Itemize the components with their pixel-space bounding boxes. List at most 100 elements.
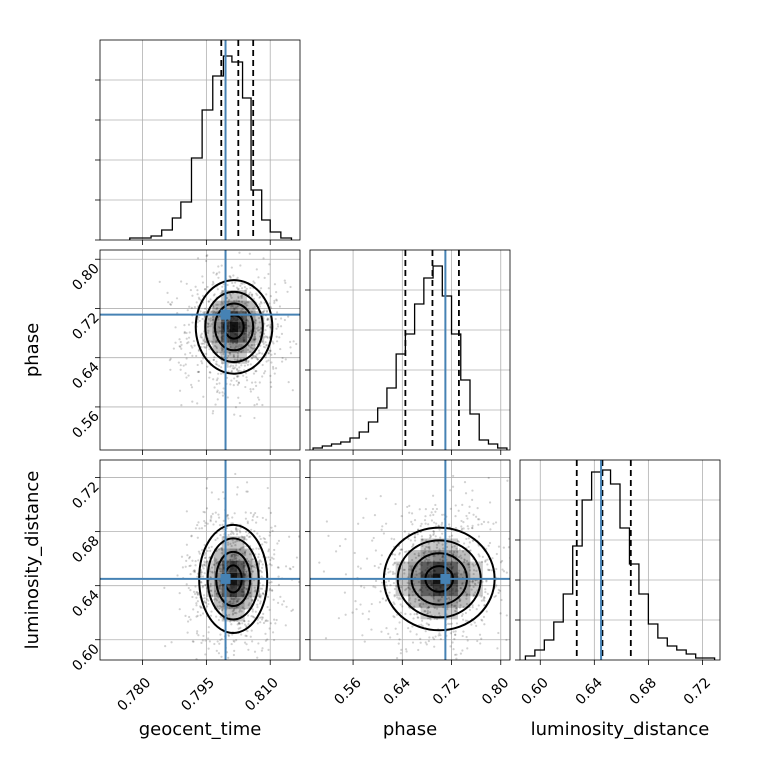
sample-point <box>427 523 430 526</box>
sample-point <box>215 562 218 565</box>
sample-point <box>264 370 267 373</box>
sample-point <box>510 569 512 571</box>
sample-point <box>185 510 188 513</box>
sample-point <box>274 525 277 528</box>
sample-point <box>209 325 212 328</box>
sample-point <box>184 353 187 356</box>
sample-point <box>399 603 402 606</box>
sample-point <box>258 328 261 332</box>
sample-point <box>245 643 248 646</box>
sample-point <box>190 534 193 537</box>
sample-point <box>212 294 215 297</box>
x-tick-label: 0.810 <box>242 675 282 715</box>
sample-point <box>203 519 206 523</box>
density-cell <box>203 332 213 343</box>
sample-point <box>266 619 269 622</box>
sample-point <box>292 565 295 569</box>
sample-point <box>233 557 236 560</box>
sample-point <box>260 587 264 590</box>
y-tick-label: 0.68 <box>69 533 102 566</box>
sample-point <box>278 336 281 339</box>
sample-point <box>403 530 406 533</box>
sample-point <box>221 394 225 397</box>
sample-point <box>244 530 248 533</box>
sample-point <box>392 563 395 566</box>
sample-point <box>477 581 480 584</box>
sample-point <box>269 326 272 329</box>
sample-point <box>228 613 231 616</box>
sample-point <box>279 595 282 598</box>
sample-point <box>236 600 239 603</box>
sample-point <box>215 303 218 306</box>
sample-point <box>221 285 224 288</box>
sample-point <box>499 561 503 564</box>
sample-point <box>220 546 223 550</box>
sample-point <box>388 591 391 594</box>
sample-point <box>433 606 436 610</box>
sample-point <box>408 670 410 672</box>
sample-point <box>211 571 214 574</box>
sample-point <box>237 375 240 378</box>
sample-point <box>262 537 265 540</box>
sample-point <box>203 511 206 514</box>
sample-point <box>429 551 433 554</box>
density-cell <box>229 536 238 549</box>
sample-point <box>219 586 222 590</box>
sample-point <box>477 604 480 607</box>
sample-point <box>233 553 236 556</box>
sample-point <box>220 637 223 641</box>
sample-point <box>265 309 269 312</box>
sample-point <box>256 532 259 535</box>
x-tick-label: 0.68 <box>627 675 660 708</box>
sample-point <box>258 381 261 384</box>
sample-point <box>477 544 480 547</box>
sample-point <box>222 387 225 390</box>
sample-point <box>229 345 232 349</box>
sample-point <box>245 538 248 541</box>
sample-point <box>236 606 239 609</box>
sample-point <box>261 592 265 595</box>
sample-point <box>235 345 238 348</box>
sample-point <box>252 548 255 551</box>
sample-point <box>204 564 207 567</box>
sample-point <box>435 617 439 621</box>
sample-point <box>482 615 486 618</box>
sample-point <box>465 635 468 639</box>
sample-point <box>474 583 477 586</box>
sample-point <box>206 254 209 257</box>
sample-point <box>270 361 273 364</box>
sample-point <box>464 619 467 622</box>
sample-point <box>217 674 219 676</box>
sample-point <box>210 589 213 592</box>
density-cell <box>244 548 253 561</box>
sample-point <box>389 584 392 587</box>
sample-point <box>457 555 461 559</box>
sample-point <box>229 542 232 545</box>
sample-point <box>264 335 267 338</box>
sample-point <box>266 336 269 339</box>
sample-point <box>204 561 207 564</box>
sample-point <box>241 552 244 555</box>
sample-point <box>407 561 410 565</box>
sample-point <box>215 273 218 276</box>
sample-point <box>209 576 212 579</box>
sample-point <box>381 581 384 584</box>
sample-point <box>262 310 265 313</box>
sample-point <box>228 365 232 368</box>
sample-point <box>414 570 418 573</box>
sample-point <box>468 608 472 612</box>
sample-point <box>238 343 241 346</box>
sample-point <box>447 597 451 600</box>
sample-point <box>194 564 197 567</box>
sample-point <box>432 494 435 497</box>
sample-point <box>209 549 212 552</box>
sample-point <box>197 550 201 553</box>
density-cell <box>229 548 238 561</box>
sample-point <box>230 553 234 557</box>
sample-point <box>437 599 440 602</box>
sample-point <box>230 597 234 601</box>
sample-point <box>468 569 472 572</box>
sample-point <box>256 603 259 606</box>
sample-point <box>244 517 248 520</box>
sample-point <box>295 556 299 559</box>
